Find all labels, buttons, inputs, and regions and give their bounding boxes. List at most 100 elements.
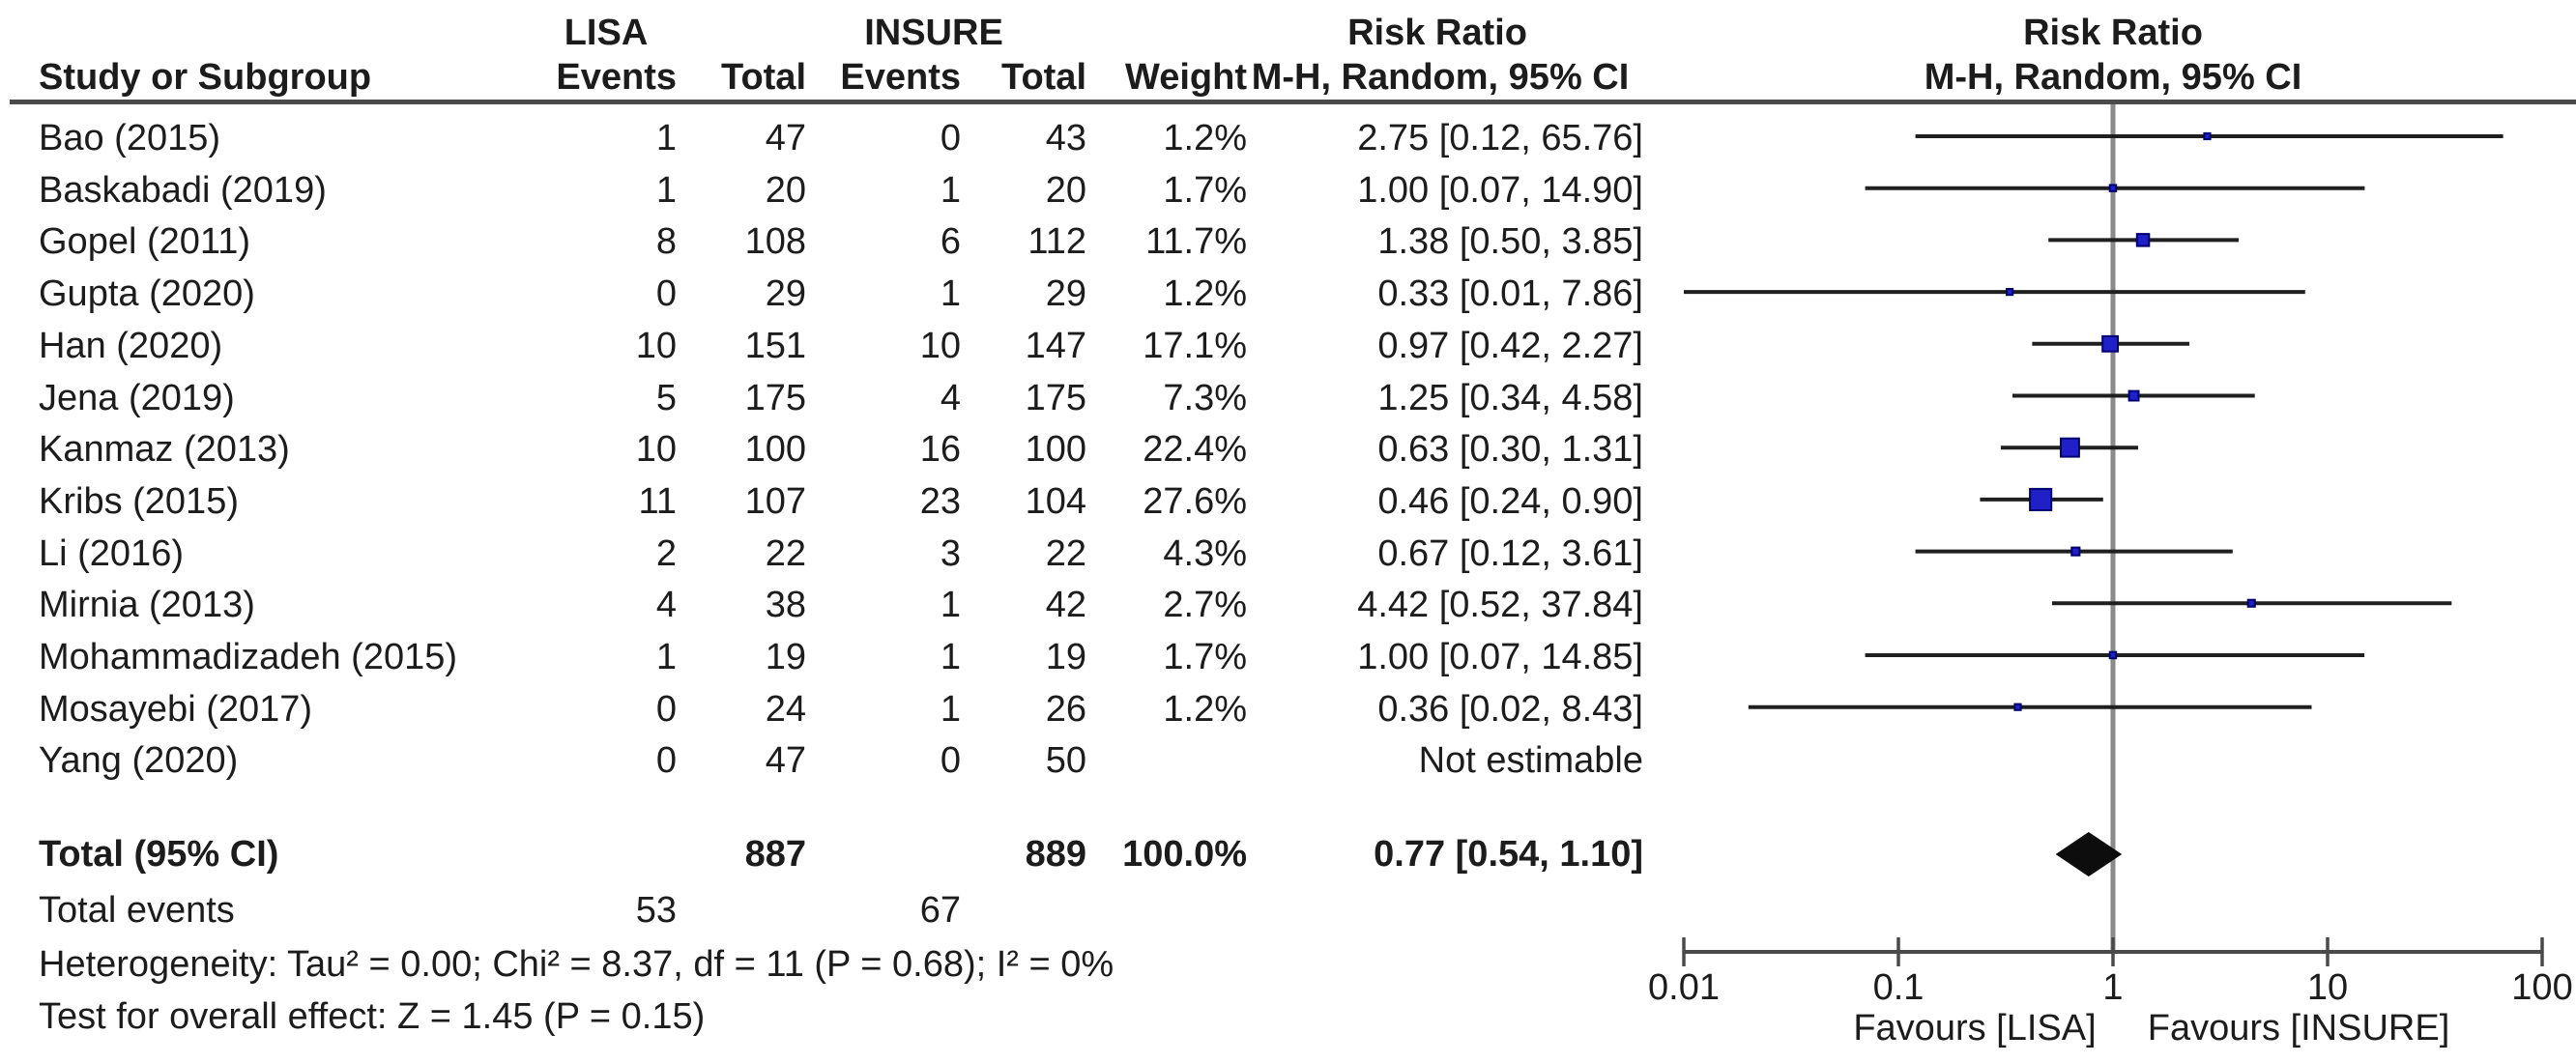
insure-events-cell: 1 xyxy=(940,169,961,211)
insure-total-cell: 112 xyxy=(1028,221,1086,263)
insure-total-cell: 43 xyxy=(1045,118,1086,158)
study-name: Mosayebi (2017) xyxy=(39,688,313,730)
lisa-events-cell: 8 xyxy=(655,221,677,263)
lisa-total-cell: 19 xyxy=(765,637,806,677)
lisa-events-cell: 0 xyxy=(655,688,677,730)
lisa-events-cell: 0 xyxy=(655,273,677,315)
study-name: Han (2020) xyxy=(39,325,223,366)
risk-ratio-cell: 1.00 [0.07, 14.90] xyxy=(1357,169,1643,211)
lisa-events-cell: 1 xyxy=(655,637,677,677)
insure-total-cell: 26 xyxy=(1045,688,1086,730)
effect-square xyxy=(2029,487,2053,511)
insure-events-cell: 0 xyxy=(940,740,961,782)
weight-cell: 1.7% xyxy=(1163,169,1247,211)
risk-ratio-cell: Not estimable xyxy=(1418,740,1643,782)
risk-ratio-cell: 2.75 [0.12, 65.76] xyxy=(1357,118,1643,158)
lisa-total-cell: 175 xyxy=(744,377,806,418)
lisa-events-cell: 0 xyxy=(655,740,677,782)
insure-events-cell: 10 xyxy=(919,325,961,366)
effect-square xyxy=(2070,546,2081,557)
insure-events-cell: 1 xyxy=(940,688,961,730)
study-name: Bao (2015) xyxy=(39,118,221,158)
total-events-label: Total events xyxy=(39,890,235,931)
insure-total-cell: 147 xyxy=(1025,325,1086,366)
col-header-lisa-total: Total xyxy=(721,57,806,98)
total-lisa-n: 887 xyxy=(744,834,806,875)
risk-ratio-cell: 4.42 [0.52, 37.84] xyxy=(1357,585,1643,626)
effect-square xyxy=(2108,650,2118,660)
lisa-total-cell: 24 xyxy=(765,688,806,730)
lisa-events-cell: 10 xyxy=(635,429,677,471)
lisa-events-cell: 1 xyxy=(655,169,677,211)
study-name: Kribs (2015) xyxy=(39,480,239,522)
lisa-total-cell: 22 xyxy=(765,532,806,574)
weight-cell: 1.2% xyxy=(1163,118,1247,158)
favours-lisa-label: Favours [LISA] xyxy=(1853,1008,2097,1049)
favours-insure-label: Favours [INSURE] xyxy=(2147,1008,2450,1049)
axis-tick-label: 10 xyxy=(2306,967,2349,1008)
col-header-study: Study or Subgroup xyxy=(39,57,372,98)
axis-tick-label: 0.1 xyxy=(1872,967,1925,1008)
total-insure-n: 889 xyxy=(1025,834,1086,875)
insure-total-cell: 42 xyxy=(1045,585,1086,626)
effect-square xyxy=(2203,131,2212,141)
insure-events-cell: 1 xyxy=(940,273,961,315)
lisa-events-cell: 10 xyxy=(635,325,677,366)
lisa-total-cell: 107 xyxy=(744,480,806,522)
insure-total-cell: 19 xyxy=(1045,637,1086,677)
header-rule xyxy=(10,100,2576,104)
lisa-total-cell: 20 xyxy=(765,169,806,211)
axis-tick-label: 100 xyxy=(2511,967,2573,1008)
lisa-total-cell: 108 xyxy=(744,221,806,263)
lisa-events-cell: 5 xyxy=(655,377,677,418)
effect-square xyxy=(2108,184,2118,192)
total-row-label: Total (95% CI) xyxy=(39,834,279,875)
lisa-events-cell: 1 xyxy=(655,118,677,158)
col-header-mh-ci-right: M-H, Random, 95% CI xyxy=(1924,57,2302,98)
risk-ratio-cell: 0.33 [0.01, 7.86] xyxy=(1377,273,1643,315)
lisa-total-cell: 38 xyxy=(765,585,806,626)
study-name: Yang (2020) xyxy=(39,740,239,782)
col-header-insure-total: Total xyxy=(1001,57,1086,98)
study-name: Mohammadizadeh (2015) xyxy=(39,637,458,677)
study-name: Kanmaz (2013) xyxy=(39,429,290,471)
risk-ratio-cell: 1.25 [0.34, 4.58] xyxy=(1377,377,1643,418)
lisa-total-cell: 47 xyxy=(765,740,806,782)
insure-events-cell: 23 xyxy=(919,480,961,522)
lisa-events-cell: 11 xyxy=(638,480,677,522)
risk-ratio-cell: 0.46 [0.24, 0.90] xyxy=(1377,480,1643,522)
risk-ratio-cell: 0.67 [0.12, 3.61] xyxy=(1377,532,1643,574)
total-weight: 100.0% xyxy=(1122,834,1247,875)
effect-square xyxy=(2060,437,2080,458)
summary-diamond xyxy=(2055,832,2123,876)
study-name: Gupta (2020) xyxy=(39,273,255,315)
weight-cell: 11.7% xyxy=(1145,221,1247,263)
total-events-lisa: 53 xyxy=(635,890,677,931)
risk-ratio-cell: 0.36 [0.02, 8.43] xyxy=(1377,688,1643,730)
study-name: Gopel (2011) xyxy=(39,221,250,263)
weight-cell: 17.1% xyxy=(1143,325,1247,366)
risk-ratio-cell: 0.63 [0.30, 1.31] xyxy=(1377,429,1643,471)
lisa-total-cell: 151 xyxy=(744,325,806,366)
insure-events-cell: 0 xyxy=(940,118,961,158)
weight-cell: 1.2% xyxy=(1163,273,1247,315)
heterogeneity-note: Heterogeneity: Tau² = 0.00; Chi² = 8.37,… xyxy=(39,944,1114,985)
col-header-weight: Weight xyxy=(1125,57,1247,98)
lisa-events-cell: 2 xyxy=(655,532,677,574)
col-header-lisa-events: Events xyxy=(556,57,677,98)
weight-cell: 7.3% xyxy=(1163,377,1247,418)
insure-events-cell: 4 xyxy=(940,377,961,418)
weight-cell: 1.7% xyxy=(1163,637,1247,677)
lisa-total-cell: 47 xyxy=(765,118,806,158)
risk-ratio-cell: 1.00 [0.07, 14.85] xyxy=(1357,637,1643,677)
lisa-total-cell: 29 xyxy=(765,273,806,315)
insure-events-cell: 3 xyxy=(940,532,961,574)
weight-cell: 1.2% xyxy=(1163,688,1247,730)
effect-square xyxy=(2013,703,2022,711)
insure-events-cell: 6 xyxy=(940,221,961,263)
effect-square xyxy=(2135,233,2151,247)
col-header-insure-events: Events xyxy=(840,57,961,98)
effect-square xyxy=(2006,288,2014,297)
overall-effect-note: Test for overall effect: Z = 1.45 (P = 0… xyxy=(39,996,706,1037)
